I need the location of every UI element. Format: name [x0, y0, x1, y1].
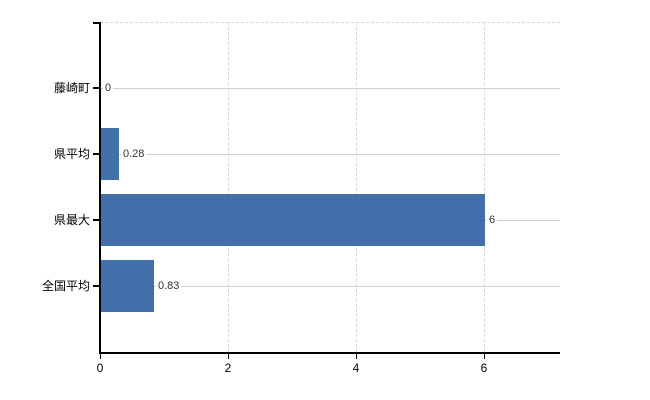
bar	[101, 128, 119, 180]
x-axis-tick-label: 2	[224, 361, 232, 375]
bar-value-label: 0.83	[156, 279, 182, 293]
y-axis-tick	[93, 219, 100, 221]
bar-value-label: 0	[103, 81, 114, 95]
category-label: 全国平均	[41, 279, 90, 293]
x-axis-tick-label: 4	[352, 361, 360, 375]
category-label: 県最大	[53, 213, 90, 227]
x-gridline	[356, 22, 357, 352]
x-axis-tick	[228, 354, 229, 359]
category-label: 県平均	[53, 147, 90, 161]
y-axis	[99, 22, 101, 354]
category-gridline	[100, 88, 560, 89]
bar-value-label: 6	[487, 213, 498, 227]
x-gridline	[228, 22, 229, 352]
x-axis	[99, 352, 560, 354]
plot-top-gridline	[100, 22, 560, 23]
x-axis-tick-label: 6	[480, 361, 488, 375]
x-axis-tick	[484, 354, 485, 359]
bar	[101, 194, 485, 246]
y-axis-tick	[93, 285, 100, 287]
x-axis-tick	[100, 354, 101, 359]
category-label: 藤崎町	[53, 81, 90, 95]
x-gridline	[484, 22, 485, 352]
category-gridline	[100, 286, 560, 287]
bar	[101, 260, 154, 312]
y-axis-tick	[93, 87, 100, 89]
category-gridline	[100, 154, 560, 155]
y-axis-tick	[93, 153, 100, 155]
y-axis-tick	[93, 22, 100, 24]
x-axis-tick	[356, 354, 357, 359]
x-axis-tick-label: 0	[96, 361, 104, 375]
bar-value-label: 0.28	[121, 147, 147, 161]
